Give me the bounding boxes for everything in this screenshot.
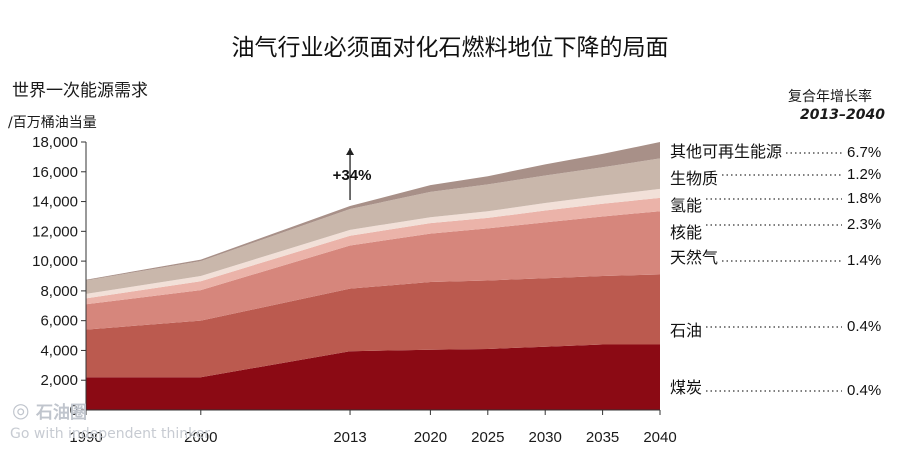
series-label-6: 其他可再生能源	[670, 142, 782, 161]
area-series-5	[86, 158, 660, 294]
series-label-0: 煤炭	[670, 378, 702, 397]
x-tick-label: 2035	[586, 429, 619, 446]
cagr-value-5: 1.2%	[847, 166, 881, 183]
cagr-value-4: 1.8%	[847, 190, 881, 207]
area-series-2	[86, 211, 660, 330]
y-tick-label: 8,000	[40, 283, 78, 300]
area-series-1	[86, 274, 660, 378]
x-tick-label: 2013	[333, 429, 366, 446]
y-tick-label: 0	[70, 402, 78, 419]
cagr-value-3: 2.3%	[847, 216, 881, 233]
watermark-slogan: Go with independent thinker	[10, 426, 211, 442]
y-axis-unit-label: /百万桶油当量	[8, 115, 97, 131]
y-tick-label: 2,000	[40, 372, 78, 389]
cagr-header: 复合年增长率	[788, 89, 872, 105]
watermark-logo-icon: ◎	[12, 398, 30, 422]
area-series-3	[86, 197, 660, 305]
watermark-name: 石油圈	[36, 403, 87, 423]
series-label-2: 天然气	[670, 248, 718, 267]
cagr-value-1: 0.4%	[847, 318, 881, 335]
series-label-4: 氢能	[670, 196, 702, 215]
series-label-5: 生物质	[670, 169, 718, 188]
area-series-4	[86, 188, 660, 299]
y-tick-label: 12,000	[32, 223, 78, 240]
growth-arrow-head	[346, 148, 355, 155]
y-tick-label: 6,000	[40, 313, 78, 330]
cagr-value-2: 1.4%	[847, 252, 881, 269]
y-tick-label: 18,000	[32, 134, 78, 151]
cagr-period: 2013–2040	[800, 107, 885, 123]
growth-annotation: +34%	[333, 167, 372, 184]
y-tick-label: 16,000	[32, 164, 78, 181]
x-tick-label: 2025	[471, 429, 504, 446]
chart-subtitle: 世界一次能源需求	[12, 81, 148, 101]
area-series-0	[86, 344, 660, 410]
x-tick-label: 1990	[69, 429, 102, 446]
y-tick-label: 14,000	[32, 194, 78, 211]
cagr-value-6: 6.7%	[847, 144, 881, 161]
x-tick-label: 2000	[184, 429, 217, 446]
chart-title: 油气行业必须面对化石燃料地位下降的局面	[231, 35, 669, 61]
series-label-1: 石油	[670, 321, 702, 340]
x-tick-label: 2030	[529, 429, 562, 446]
y-tick-label: 10,000	[32, 253, 78, 270]
series-label-3: 核能	[670, 223, 702, 242]
x-tick-label: 2020	[414, 429, 447, 446]
x-tick-label: 2040	[643, 429, 676, 446]
cagr-value-0: 0.4%	[847, 382, 881, 399]
area-series-6	[86, 142, 660, 281]
y-tick-label: 4,000	[40, 342, 78, 359]
